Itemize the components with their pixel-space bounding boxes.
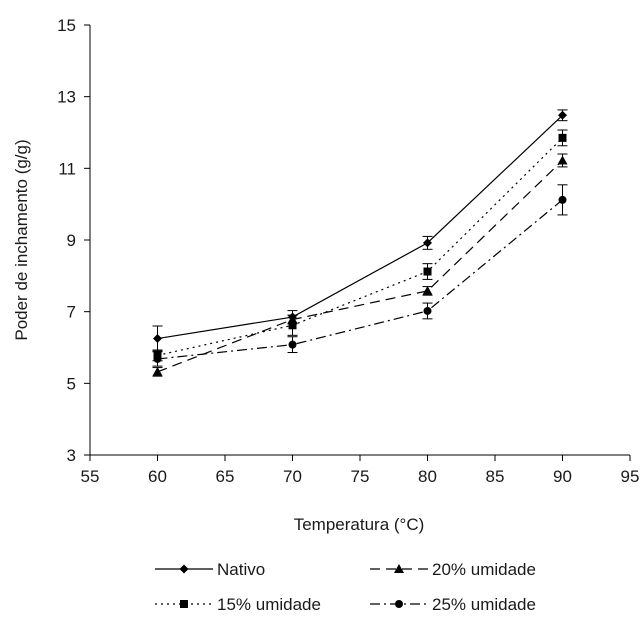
x-tick-label: 55 [81, 467, 100, 486]
y-tick-label: 9 [67, 231, 76, 250]
legend-marker [180, 600, 188, 608]
series-1 [152, 153, 568, 377]
legend-item-2: 15% umidade [155, 595, 321, 614]
x-tick-label: 60 [148, 467, 167, 486]
data-point [423, 306, 432, 315]
legend-marker [179, 564, 189, 574]
y-axis-title: Poder de inchamento (g/g) [12, 139, 31, 340]
data-point [558, 133, 567, 142]
y-tick-label: 13 [57, 88, 76, 107]
y-tick-label: 15 [57, 16, 76, 35]
series-line [157, 160, 563, 373]
axes: 55 60 65 70 75 80 85 90 95 3 5 7 9 11 13 15 [57, 16, 639, 486]
y-tick-label: 3 [67, 446, 76, 465]
x-tick-label: 85 [486, 467, 505, 486]
x-tick-label: 95 [621, 467, 640, 486]
x-tick-label: 65 [216, 467, 235, 486]
series-line [157, 114, 563, 340]
legend-label: 20% umidade [432, 560, 536, 579]
series-line [157, 199, 563, 360]
y-tick-label: 7 [67, 303, 76, 322]
legend-label: 25% umidade [432, 595, 536, 614]
legend: Nativo 20% umidade 15% umidade 25% umidade [155, 560, 536, 614]
data-point [422, 285, 433, 295]
data-point [153, 334, 162, 344]
x-tick-label: 90 [553, 467, 572, 486]
x-tick-label: 75 [351, 467, 370, 486]
legend-item-3: 25% umidade [370, 595, 536, 614]
legend-marker [395, 600, 403, 608]
legend-item-1: 20% umidade [370, 560, 536, 579]
legend-label: Nativo [217, 560, 265, 579]
data-point [288, 340, 297, 349]
data-point [152, 366, 163, 376]
legend-item-0: Nativo [155, 560, 265, 579]
legend-label: 15% umidade [217, 595, 321, 614]
data-point [557, 155, 568, 165]
x-tick-label: 70 [283, 467, 302, 486]
y-tick-label: 5 [67, 374, 76, 393]
series-0 [152, 109, 568, 352]
series-3 [152, 184, 568, 367]
data-point [288, 321, 297, 330]
data-point [153, 354, 162, 363]
data-point [423, 267, 432, 276]
series-line [157, 137, 563, 356]
x-tick-label: 80 [418, 467, 437, 486]
x-axis-title: Temperatura (°C) [294, 515, 425, 534]
data-point [558, 195, 567, 204]
y-tick-label: 11 [58, 159, 76, 178]
plot-area [152, 109, 568, 377]
legend-marker [394, 564, 404, 573]
series-2 [152, 129, 568, 362]
data-point [558, 110, 567, 120]
data-point [423, 238, 432, 248]
